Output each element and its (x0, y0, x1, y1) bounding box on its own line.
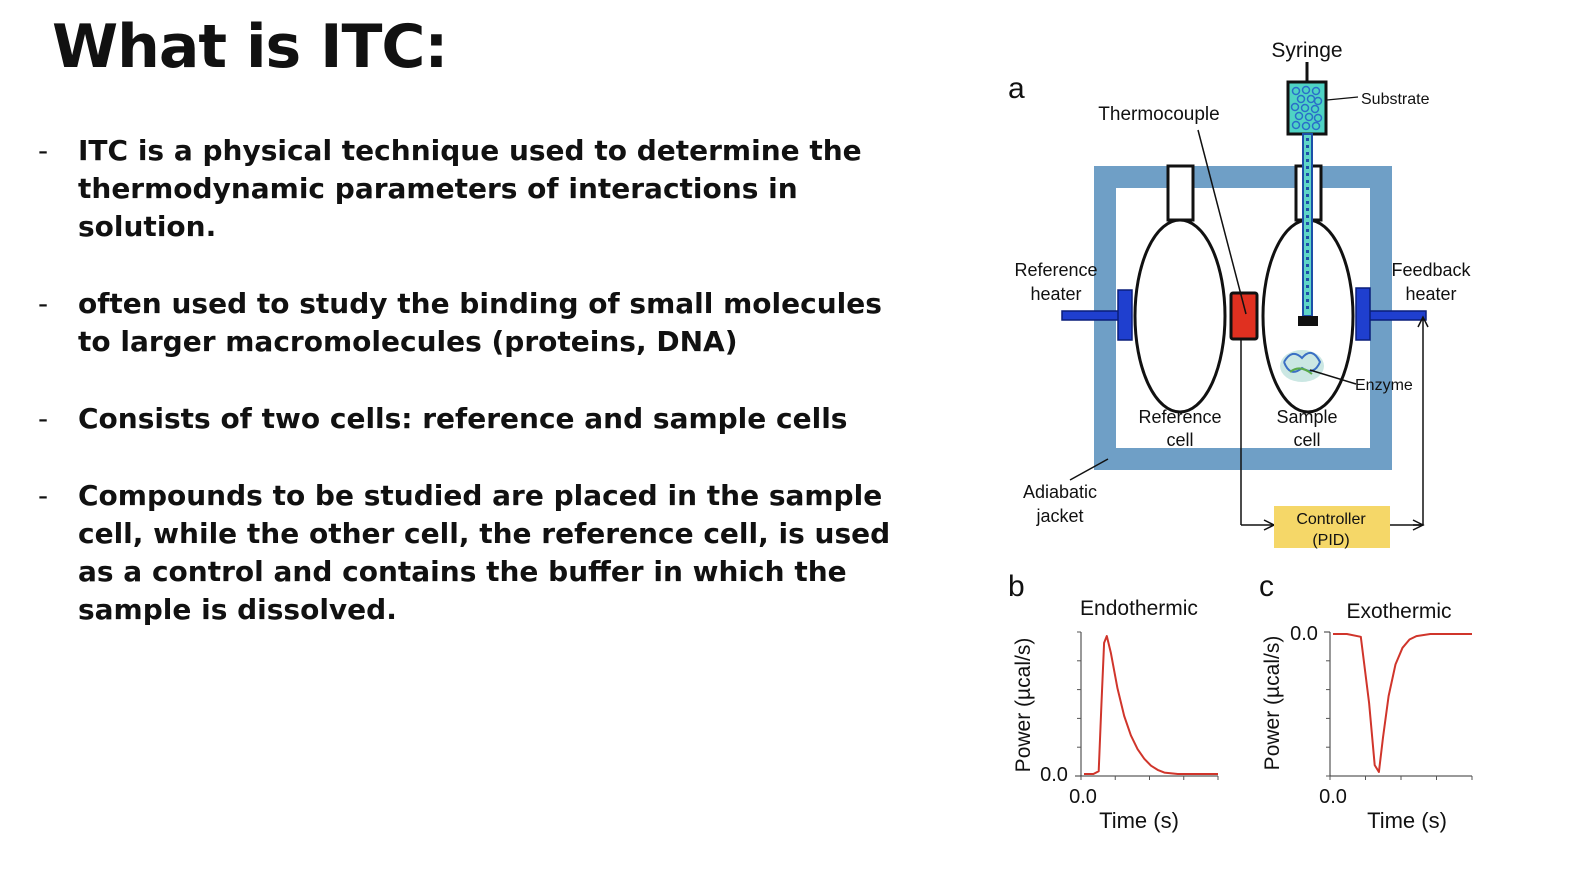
thermocouple-label: Thermocouple (1098, 104, 1219, 125)
chart-title: Exothermic (1346, 600, 1451, 623)
reference-heater (1117, 289, 1133, 341)
substrate-label: Substrate (1361, 91, 1430, 108)
x-axis-label: Time (s) (1367, 808, 1447, 833)
enzyme-leader (1309, 369, 1357, 385)
x-tick-label: 0.0 (1069, 786, 1097, 808)
controller-output-line (1390, 318, 1424, 526)
bullet-marker: - (38, 287, 49, 320)
y-axis-label: Power (µcal/s) (1012, 638, 1035, 773)
bullet-marker: - (38, 134, 49, 167)
panel-a-label: a (1008, 72, 1025, 105)
controller-output-arrow-up (1417, 315, 1429, 328)
reference-cell-neck (1166, 164, 1195, 222)
bullet-text: ITC is a physical technique used to dete… (78, 134, 862, 243)
reference-cell-label-2: cell (1166, 430, 1193, 450)
controller-label-1: Controller (1296, 511, 1366, 528)
bullet-text: Consists of two cells: reference and sam… (78, 402, 848, 435)
x-axis-label: Time (s) (1099, 808, 1179, 833)
bullet-item: - Consists of two cells: reference and sa… (38, 400, 898, 438)
bullet-marker: - (38, 402, 49, 435)
syringe-barrel (1286, 80, 1328, 136)
bullet-list: - ITC is a physical technique used to det… (38, 132, 898, 668)
adiabatic-jacket-label-1: Adiabatic (1023, 482, 1097, 502)
y-tick-label: 0.0 (1040, 764, 1068, 786)
thermocouple (1229, 291, 1259, 341)
feedback-heater-label-2: heater (1405, 284, 1456, 304)
y-axis-label: Power (µcal/s) (1261, 636, 1284, 771)
feedback-heater (1355, 287, 1371, 341)
controller-box (1274, 506, 1390, 548)
reference-cell (1133, 218, 1227, 414)
reference-cell-label-1: Reference (1138, 407, 1221, 427)
panel-b-label: b (1008, 570, 1025, 603)
y-tick-label: 0.0 (1290, 623, 1318, 645)
power-trace (1084, 635, 1218, 775)
bullet-item: - Compounds to be studied are placed in t… (38, 477, 898, 629)
sample-cell-label-2: cell (1293, 430, 1320, 450)
adiabatic-jacket-label-2: jacket (1035, 506, 1083, 526)
sample-cell-label-1: Sample (1276, 407, 1337, 427)
jacket-leader (1069, 458, 1109, 481)
exothermic-chart: Exothermic Power (µcal/s) 0.0 0.0 Time (s) (1261, 600, 1473, 833)
x-tick-label: 0.0 (1319, 786, 1347, 808)
bullet-text: Compounds to be studied are placed in th… (78, 479, 891, 626)
thermocouple-leader (1197, 129, 1247, 315)
substrate-leader (1326, 96, 1359, 101)
reference-heater-label-2: heater (1030, 284, 1081, 304)
panel-c-label: c (1259, 570, 1274, 603)
controller-label-2: (PID) (1312, 532, 1349, 549)
reference-heater-wire (1061, 310, 1125, 321)
bullet-item: - ITC is a physical technique used to det… (38, 132, 898, 246)
chart-title: Endothermic (1080, 597, 1198, 620)
reference-heater-label-1: Reference (1014, 260, 1097, 280)
power-trace (1333, 633, 1472, 773)
syringe-label: Syringe (1271, 39, 1342, 62)
bullet-marker: - (38, 479, 49, 512)
enzyme-icon (1280, 350, 1324, 382)
page-title: What is ITC: (52, 12, 448, 82)
feedback-heater-label-1: Feedback (1391, 260, 1471, 280)
enzyme-label: Enzyme (1355, 377, 1413, 394)
feedback-heater-wire (1365, 310, 1427, 321)
controller-output-arrow-right (1412, 519, 1425, 531)
bullet-text: often used to study the binding of small… (78, 287, 882, 358)
stirrer-paddle (1298, 316, 1318, 326)
substrate-beads (1290, 85, 1323, 131)
bullet-item: - often used to study the binding of smal… (38, 285, 898, 361)
